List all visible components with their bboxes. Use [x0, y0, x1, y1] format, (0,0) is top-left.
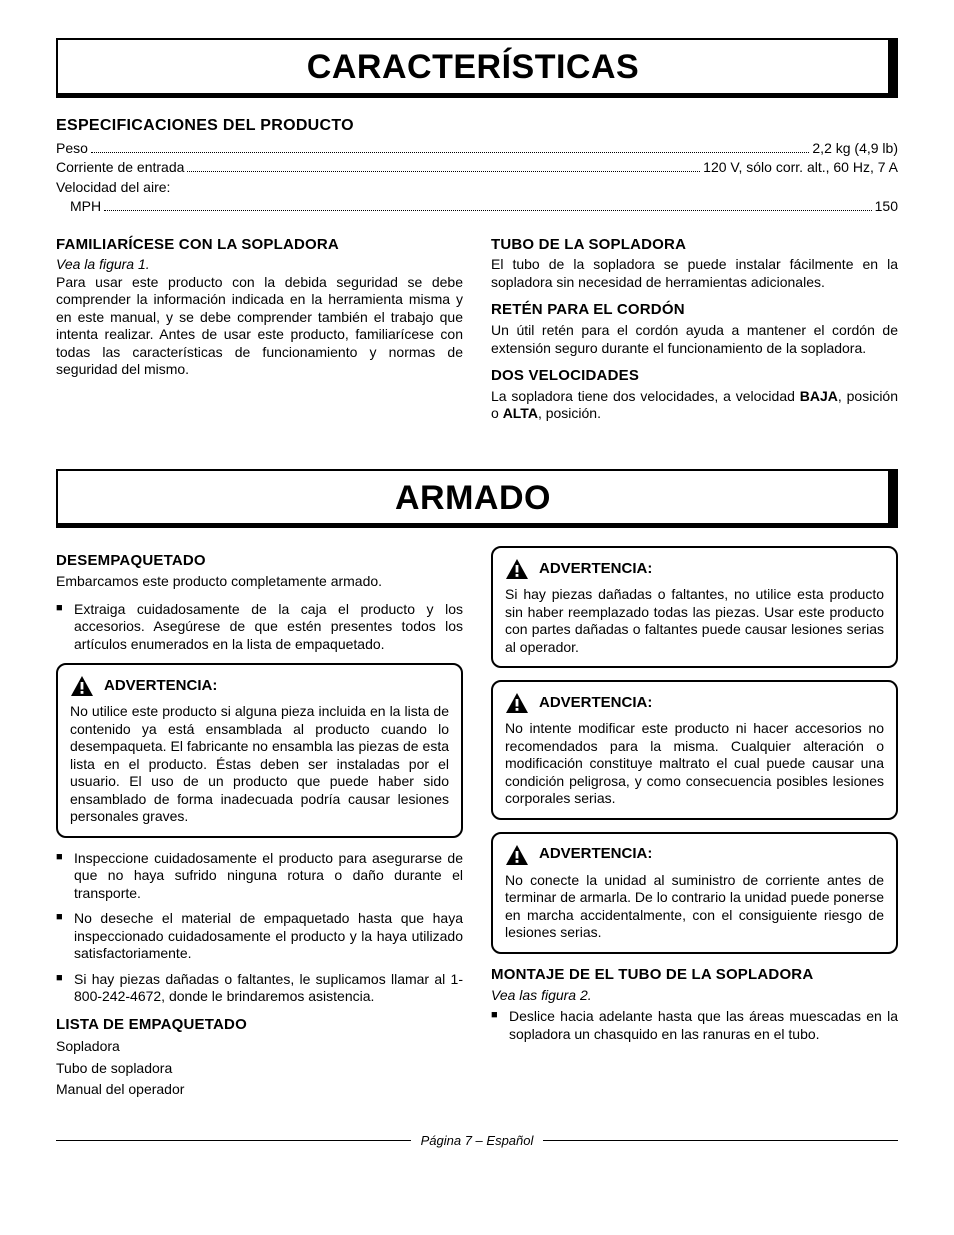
figure-ref: Vea la figura 1.: [56, 256, 463, 274]
heading-unpack: DESEMPAQUETADO: [56, 552, 463, 571]
warning-label: ADVERTENCIA:: [539, 560, 652, 579]
paragraph: Embarcamos este producto completamente a…: [56, 573, 463, 591]
spec-label: Corriente de entrada: [56, 159, 184, 177]
footer-rule: [543, 1140, 898, 1141]
warning-label: ADVERTENCIA:: [539, 694, 652, 713]
spec-value: 150: [875, 198, 898, 216]
packlist-item: Tubo de sopladora: [56, 1060, 463, 1078]
warning-icon: [505, 692, 529, 714]
spec-row-air: Velocidad del aire:: [56, 179, 898, 197]
warning-box: ADVERTENCIA: No conecte la unidad al sum…: [491, 832, 898, 954]
armado-left-col: DESEMPAQUETADO Embarcamos este producto …: [56, 546, 463, 1103]
feature-heading-tube: TUBO DE LA SOPLADORA: [491, 236, 898, 255]
warning-box: ADVERTENCIA: No intente modificar este p…: [491, 680, 898, 820]
spec-leader: [104, 198, 872, 211]
warning-text: Si hay piezas dañadas o faltantes, no ut…: [505, 586, 884, 656]
warning-icon: [70, 675, 94, 697]
heading-mount: MONTAJE DE EL TUBO DE LA SOPLADORA: [491, 966, 898, 985]
spec-label: Peso: [56, 140, 88, 158]
spec-label: MPH: [70, 198, 101, 216]
spec-heading: ESPECIFICACIONES DEL PRODUCTO: [56, 116, 898, 136]
spec-row-weight: Peso 2,2 kg (4,9 lb): [56, 140, 898, 158]
feature-paragraph: Un útil retén para el cordón ayuda a man…: [491, 322, 898, 357]
section-header-caracteristicas: CARACTERÍSTICAS: [56, 38, 898, 98]
section-title: ARMADO: [58, 477, 888, 520]
section-title: CARACTERÍSTICAS: [58, 46, 888, 89]
figure-ref: Vea las figura 2.: [491, 987, 898, 1005]
warning-box: ADVERTENCIA: No utilice este producto si…: [56, 663, 463, 838]
list-item: Si hay piezas dañadas o faltantes, le su…: [56, 971, 463, 1006]
heading-packlist: LISTA DE EMPAQUETADO: [56, 1016, 463, 1035]
packlist-item: Sopladora: [56, 1038, 463, 1056]
spec-value: 120 V, sólo corr. alt., 60 Hz, 7 A: [703, 159, 898, 177]
warning-label: ADVERTENCIA:: [104, 677, 217, 696]
list-item: Extraiga cuidadosamente de la caja el pr…: [56, 601, 463, 654]
feature-paragraph: El tubo de la sopladora se puede instala…: [491, 256, 898, 291]
spec-row-mph: MPH 150: [56, 198, 898, 216]
warning-icon: [505, 844, 529, 866]
list-item: No deseche el material de empaquetado ha…: [56, 910, 463, 963]
warning-text: No conecte la unidad al suministro de co…: [505, 872, 884, 942]
warning-label: ADVERTENCIA:: [539, 845, 652, 864]
armado-right-col: ADVERTENCIA: Si hay piezas dañadas o fal…: [491, 546, 898, 1103]
features-left-col: FAMILIARÍCESE CON LA SOPLADORA Vea la fi…: [56, 230, 463, 433]
footer-rule: [56, 1140, 411, 1141]
features-right-col: TUBO DE LA SOPLADORA El tubo de la sopla…: [491, 230, 898, 433]
feature-paragraph: Para usar este producto con la debida se…: [56, 274, 463, 379]
page-footer: Página 7 – Español: [56, 1133, 898, 1149]
list-item: Inspeccione cuidadosamente el producto p…: [56, 850, 463, 903]
spec-label: Velocidad del aire:: [56, 179, 170, 195]
spec-row-input: Corriente de entrada 120 V, sólo corr. a…: [56, 159, 898, 177]
feature-heading-cord: RETÉN PARA EL CORDÓN: [491, 301, 898, 320]
list-item: Deslice hacia adelante hasta que las áre…: [491, 1008, 898, 1043]
section-header-armado: ARMADO: [56, 469, 898, 529]
spec-value: 2,2 kg (4,9 lb): [812, 140, 898, 158]
warning-icon: [505, 558, 529, 580]
warning-text: No utilice este producto si alguna pieza…: [70, 703, 449, 826]
spec-leader: [91, 140, 809, 153]
warning-text: No intente modificar este producto ni ha…: [505, 720, 884, 808]
page-number: Página 7 – Español: [411, 1133, 544, 1149]
feature-heading-speed: DOS VELOCIDADES: [491, 367, 898, 386]
feature-paragraph: La sopladora tiene dos velocidades, a ve…: [491, 388, 898, 423]
packlist-item: Manual del operador: [56, 1081, 463, 1099]
warning-box: ADVERTENCIA: Si hay piezas dañadas o fal…: [491, 546, 898, 668]
feature-heading-familiar: FAMILIARÍCESE CON LA SOPLADORA: [56, 236, 463, 255]
spec-leader: [187, 159, 700, 172]
